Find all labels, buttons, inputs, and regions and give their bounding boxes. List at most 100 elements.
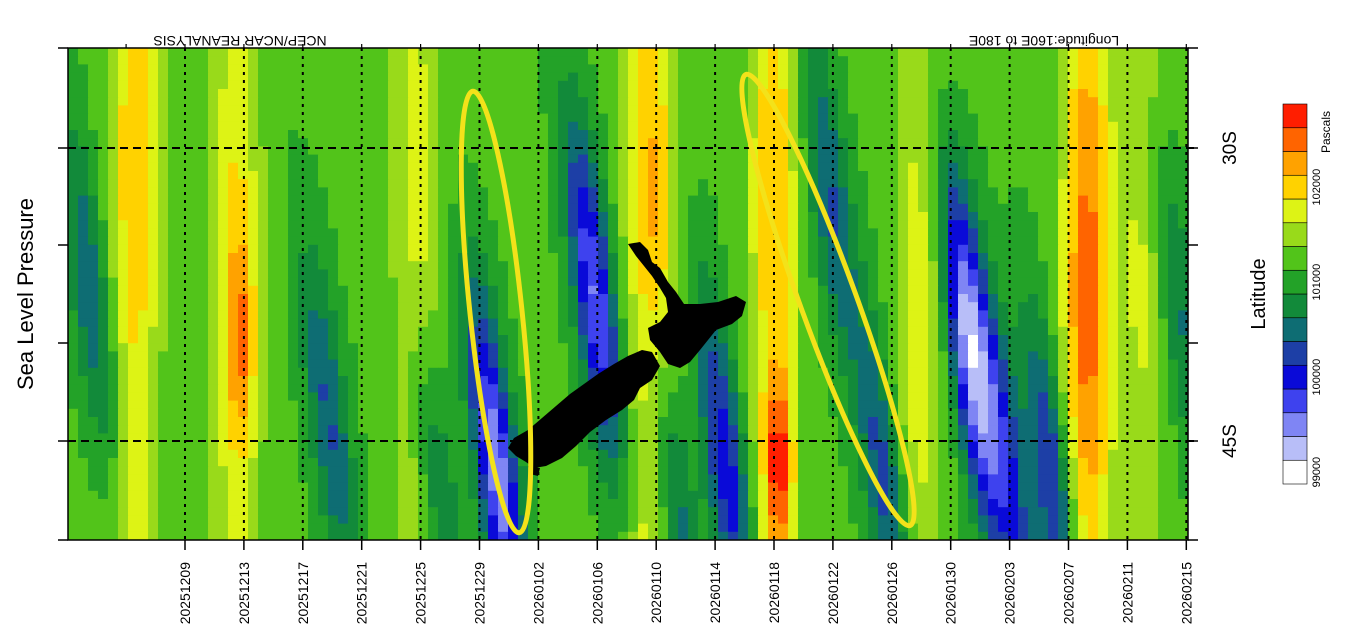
field-cell: [688, 261, 699, 270]
field-cell: [458, 97, 469, 106]
field-cell: [478, 392, 489, 402]
field-cell: [1158, 326, 1169, 336]
field-cell: [828, 146, 839, 156]
field-cell: [98, 244, 109, 254]
field-cell: [1008, 48, 1019, 57]
field-cell: [1088, 113, 1099, 123]
field-cell: [1048, 56, 1059, 65]
field-cell: [148, 130, 159, 139]
field-cell: [618, 187, 629, 197]
field-cell: [778, 261, 789, 270]
field-cell: [788, 146, 799, 156]
field-cell: [428, 318, 439, 328]
field-cell: [518, 195, 529, 205]
field-cell: [1158, 89, 1169, 98]
field-cell: [408, 80, 419, 90]
field-cell: [898, 359, 909, 369]
field-cell: [218, 392, 229, 402]
field-cell: [1128, 294, 1139, 303]
field-cell: [368, 48, 379, 57]
field-cell: [78, 277, 89, 287]
field-cell: [538, 228, 549, 238]
field-cell: [688, 187, 699, 197]
field-cell: [718, 146, 729, 156]
field-cell: [468, 64, 479, 74]
field-cell: [1018, 138, 1029, 147]
field-cell: [1158, 244, 1169, 254]
field-cell: [898, 121, 909, 131]
field-cell: [308, 80, 319, 90]
field-cell: [528, 220, 539, 229]
field-cell: [318, 121, 329, 131]
field-cell: [218, 236, 229, 246]
field-cell: [1078, 261, 1089, 270]
field-cell: [598, 187, 609, 197]
field-cell: [378, 162, 389, 172]
field-cell: [378, 318, 389, 328]
field-cell: [108, 138, 119, 147]
field-cell: [818, 376, 829, 385]
field-cell: [858, 376, 869, 385]
field-cell: [338, 48, 349, 57]
field-cell: [918, 154, 929, 164]
field-cell: [908, 162, 919, 172]
field-cell: [318, 48, 329, 57]
field-cell: [908, 294, 919, 303]
field-cell: [1028, 392, 1039, 402]
field-cell: [388, 220, 399, 229]
field-cell: [208, 384, 219, 393]
field-cell: [638, 228, 649, 238]
field-cell: [1028, 228, 1039, 238]
field-cell: [88, 302, 99, 311]
field-cell: [918, 113, 929, 123]
field-cell: [958, 244, 969, 254]
field-cell: [1048, 89, 1059, 98]
field-cell: [1018, 367, 1029, 377]
field-cell: [698, 408, 709, 418]
field-cell: [368, 384, 379, 393]
field-cell: [908, 113, 919, 123]
field-cell: [288, 48, 299, 57]
field-cell: [978, 236, 989, 246]
field-cell: [178, 138, 189, 147]
field-cell: [548, 105, 559, 115]
field-cell: [1068, 187, 1079, 197]
field-cell: [858, 400, 869, 410]
field-cell: [898, 269, 909, 279]
field-cell: [138, 277, 149, 287]
field-cell: [558, 343, 569, 352]
field-cell: [248, 154, 259, 164]
field-cell: [758, 318, 769, 328]
field-cell: [748, 310, 759, 320]
field-cell: [948, 113, 959, 123]
field-cell: [178, 64, 189, 74]
field-cell: [878, 130, 889, 139]
field-cell: [988, 113, 999, 123]
field-cell: [918, 97, 929, 106]
field-cell: [408, 244, 419, 254]
field-cell: [228, 121, 239, 131]
field-cell: [698, 56, 709, 65]
field-cell: [828, 326, 839, 336]
field-cell: [218, 367, 229, 377]
field-cell: [1138, 343, 1149, 352]
field-cell: [1078, 277, 1089, 287]
field-cell: [88, 203, 99, 213]
field-cell: [398, 113, 409, 123]
field-cell: [438, 376, 449, 385]
field-cell: [518, 130, 529, 139]
field-cell: [898, 367, 909, 377]
field-cell: [908, 318, 919, 328]
field-cell: [738, 384, 749, 393]
field-cell: [748, 359, 759, 369]
field-cell: [1158, 367, 1169, 377]
field-cell: [1068, 351, 1079, 361]
field-cell: [698, 195, 709, 205]
field-cell: [428, 72, 439, 82]
field-cell: [198, 162, 209, 172]
field-cell: [978, 220, 989, 229]
field-cell: [378, 138, 389, 147]
field-cell: [768, 392, 779, 402]
field-cell: [858, 269, 869, 279]
field-cell: [698, 154, 709, 164]
